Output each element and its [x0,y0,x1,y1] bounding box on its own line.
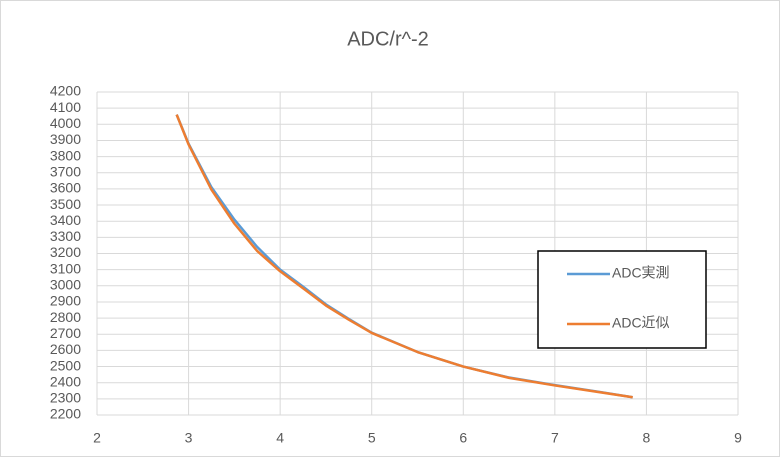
y-tick-label: 3800 [50,147,81,163]
y-tick-label: 2300 [50,390,81,406]
y-tick-label: 2700 [50,325,81,341]
y-tick-label: 2500 [50,357,81,373]
y-tick-label: 2900 [50,293,81,309]
x-tick-label: 3 [185,430,193,446]
x-tick-label: 7 [551,430,559,446]
x-tick-label: 6 [459,430,467,446]
chart-title: ADC/r^-2 [347,28,429,50]
y-tick-label: 3400 [50,212,81,228]
x-tick-label: 5 [368,430,376,446]
y-tick-label: 2200 [50,406,81,422]
y-tick-label: 3500 [50,196,81,212]
legend-label: ADC近似 [612,315,670,331]
y-tick-label: 4100 [50,99,81,115]
x-tick-label: 9 [734,430,742,446]
y-tick-label: 4000 [50,115,81,131]
y-tick-label: 2800 [50,309,81,325]
y-tick-label: 3100 [50,260,81,276]
y-tick-label: 2600 [50,341,81,357]
y-tick-label: 3300 [50,228,81,244]
series-line [175,114,633,399]
x-tick-label: 8 [643,430,651,446]
y-tick-label: 2400 [50,373,81,389]
y-tick-label: 3700 [50,163,81,179]
y-tick-label: 3900 [50,131,81,147]
y-tick-label: 3200 [50,244,81,260]
legend-box [537,250,707,349]
y-tick-label: 4200 [50,83,81,99]
x-tick-label: 4 [276,430,284,446]
y-tick-label: 3000 [50,277,81,293]
legend-label: ADC実測 [612,265,670,281]
x-tick-label: 2 [93,430,101,446]
y-tick-label: 3600 [50,180,81,196]
